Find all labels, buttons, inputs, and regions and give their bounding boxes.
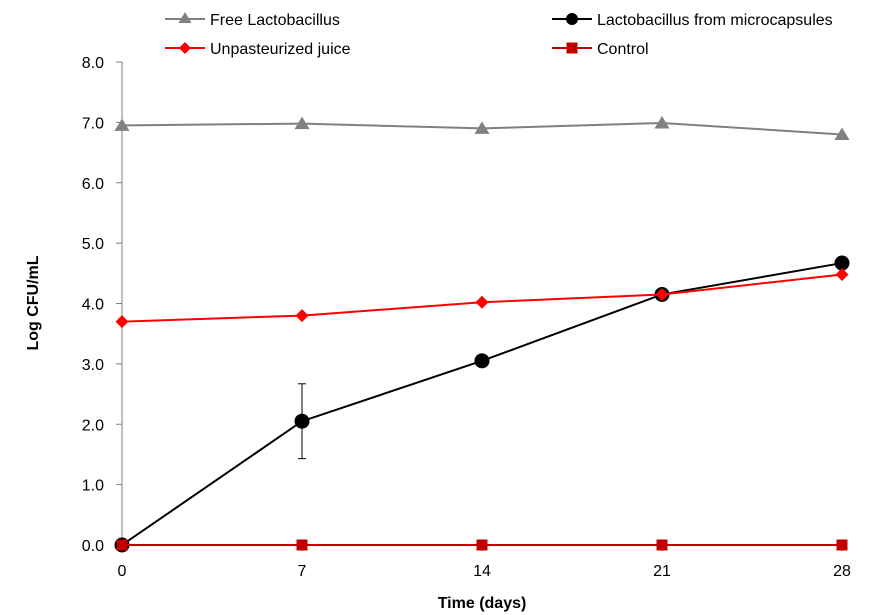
- legend: Free Lactobacillus Lactobacillus from mi…: [165, 12, 833, 58]
- y-tick-label: 5.0: [82, 236, 104, 253]
- data-point-unpasteurized-juice: [475, 295, 489, 309]
- data-point-control: [296, 539, 308, 551]
- y-tick-label: 3.0: [82, 357, 104, 374]
- data-point-unpasteurized-juice: [655, 287, 669, 301]
- legend-label-control: Control: [597, 41, 649, 58]
- x-tick-label: 14: [473, 563, 491, 580]
- legend-label-unpasteurized-juice: Unpasteurized juice: [210, 41, 351, 58]
- legend-item-free-lactobacillus: Free Lactobacillus: [165, 12, 340, 29]
- y-tick-label: 1.0: [82, 478, 104, 495]
- x-tick-label: 0: [118, 563, 127, 580]
- data-point-free-lactobacillus: [114, 118, 130, 131]
- data-point-control: [476, 539, 488, 551]
- y-tick-label: 4.0: [82, 297, 104, 314]
- y-tick-label: 8.0: [82, 55, 104, 72]
- y-tick-label: 2.0: [82, 417, 104, 434]
- x-tick-label: 21: [653, 563, 671, 580]
- legend-item-lactobacillus-from-microcapsules: Lactobacillus from microcapsules: [552, 12, 833, 29]
- axes: 0.0 1.0 2.0 3.0 4.0 5.0 6.0 7.0 8.0 0 7 14 21 28: [82, 55, 851, 580]
- legend-item-control: Control: [552, 41, 649, 58]
- data-point-free-lactobacillus: [654, 115, 670, 129]
- data-point-lactobacillus-from-microcapsules: [474, 353, 490, 369]
- data-point-unpasteurized-juice: [835, 268, 849, 282]
- y-tick-label: 7.0: [82, 115, 104, 132]
- data-point-control: [656, 539, 668, 551]
- legend-item-unpasteurized-juice: Unpasteurized juice: [165, 41, 351, 58]
- data-point-lactobacillus-from-microcapsules: [834, 255, 850, 271]
- data-point-free-lactobacillus: [294, 116, 310, 130]
- x-tick-label: 28: [833, 563, 851, 580]
- legend-label-free-lactobacillus: Free Lactobacillus: [210, 12, 340, 29]
- data-point-lactobacillus-from-microcapsules: [294, 413, 310, 429]
- data-point-unpasteurized-juice: [295, 309, 309, 323]
- series-layer: [114, 115, 850, 553]
- data-point-control: [116, 539, 128, 551]
- y-axis-title: Log CFU/mL: [25, 255, 42, 350]
- data-point-unpasteurized-juice: [115, 315, 129, 329]
- y-tick-label: 0.0: [82, 538, 104, 555]
- x-axis-title: Time (days): [438, 595, 527, 612]
- y-tick-label: 6.0: [82, 176, 104, 193]
- legend-label-lactobacillus-from-microcapsules: Lactobacillus from microcapsules: [597, 12, 833, 29]
- data-point-control: [836, 539, 848, 551]
- x-tick-label: 7: [298, 563, 307, 580]
- data-point-free-lactobacillus: [834, 127, 850, 140]
- data-point-free-lactobacillus: [474, 121, 490, 134]
